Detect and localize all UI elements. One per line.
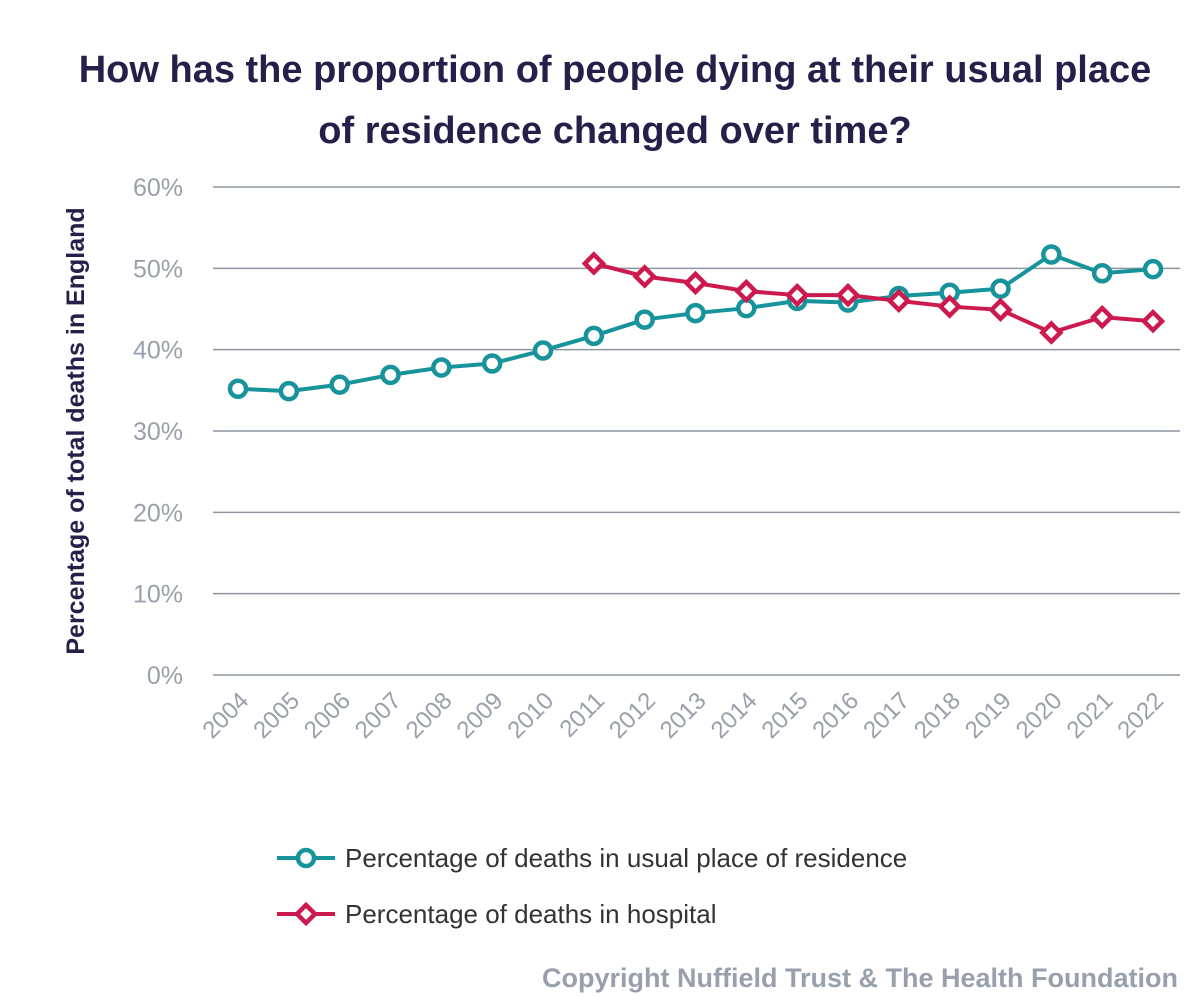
x-tick-label: 2019	[960, 687, 1017, 744]
circle-marker-icon	[277, 847, 335, 869]
y-axis-ticks: 0% 10% 20% 30% 40% 50% 60%	[133, 174, 183, 690]
data-point-hospital-2011[interactable]	[581, 251, 607, 276]
data-point-residence-2022[interactable]	[1142, 258, 1164, 280]
x-tick-label: 2013	[655, 687, 712, 744]
data-point-hospital-2019[interactable]	[988, 297, 1013, 322]
legend-item-residence[interactable]: Percentage of deaths in usual place of r…	[275, 830, 907, 886]
diamond-marker-icon	[277, 901, 335, 927]
y-tick-label: 0%	[147, 662, 183, 690]
data-point-residence-2009[interactable]	[481, 353, 503, 374]
x-tick-label: 2009	[452, 687, 509, 744]
data-point-hospital-2012[interactable]	[632, 264, 657, 289]
x-tick-label: 2017	[858, 687, 915, 744]
x-tick-label: 2016	[807, 687, 864, 744]
x-tick-label: 2021	[1062, 687, 1119, 744]
legend-label-residence: Percentage of deaths in usual place of r…	[345, 842, 908, 873]
legend-label-hospital: Percentage of deaths in hospital	[345, 898, 717, 929]
y-tick-label: 30%	[133, 418, 183, 446]
data-point-hospital-2021[interactable]	[1089, 304, 1115, 330]
x-tick-label: 2018	[909, 687, 966, 744]
x-tick-label: 2007	[350, 687, 407, 744]
data-point-residence-2004[interactable]	[227, 378, 249, 399]
legend: Percentage of deaths in usual place of r…	[275, 830, 907, 942]
data-point-hospital-2022[interactable]	[1140, 309, 1166, 334]
chart-title-line-1: How has the proportion of people dying a…	[78, 49, 1152, 91]
chart-title-line-2: of residence changed over time?	[318, 110, 912, 152]
x-tick-label: 2014	[706, 687, 763, 744]
data-point-hospital-2014[interactable]	[734, 278, 759, 304]
chart-title: How has the proportion of people dying a…	[0, 40, 1200, 162]
x-tick-label: 2010	[502, 687, 559, 744]
copyright-notice: Copyright Nuffield Trust & The Health Fo…	[542, 963, 1178, 993]
gridlines	[213, 186, 1180, 676]
data-point-residence-2019[interactable]	[990, 278, 1011, 299]
data-point-hospital-2018[interactable]	[937, 294, 962, 319]
data-point-residence-2012[interactable]	[634, 309, 655, 330]
legend-item-hospital[interactable]: Percentage of deaths in hospital	[275, 886, 907, 942]
data-point-residence-2007[interactable]	[380, 364, 401, 386]
data-point-residence-2008[interactable]	[431, 357, 452, 378]
series-line-1	[593, 261, 1154, 335]
data-point-residence-2005[interactable]	[278, 380, 300, 402]
x-axis-ticks: 2004200520062007200820092010201120122013…	[197, 687, 1169, 744]
x-tick-label: 2015	[757, 687, 814, 744]
data-point-residence-2011[interactable]	[583, 325, 605, 347]
x-tick-label: 2020	[1011, 687, 1068, 744]
series-markers	[227, 244, 1166, 402]
x-tick-label: 2008	[401, 687, 458, 744]
y-tick-label: 40%	[133, 337, 183, 365]
data-point-hospital-2016[interactable]	[835, 282, 861, 308]
x-tick-label: 2011	[554, 687, 610, 743]
x-tick-label: 2006	[299, 687, 356, 744]
data-point-residence-2006[interactable]	[329, 374, 350, 395]
data-point-residence-2010[interactable]	[532, 340, 554, 361]
data-point-hospital-2020[interactable]	[1039, 320, 1064, 345]
y-tick-label: 20%	[133, 499, 183, 527]
x-tick-label: 2022	[1112, 687, 1169, 744]
line-chart: 0%10%20%30%40%50%60% 2004200520062007200…	[62, 174, 1180, 744]
x-tick-label: 2012	[604, 687, 661, 744]
y-tick-label: 50%	[133, 255, 183, 283]
x-tick-label: 2005	[248, 687, 305, 744]
data-point-hospital-2013[interactable]	[683, 270, 708, 296]
y-tick-label: 60%	[133, 174, 183, 202]
data-point-residence-2021[interactable]	[1091, 262, 1113, 284]
y-tick-label: 10%	[133, 581, 183, 609]
x-tick-label: 2004	[197, 687, 254, 744]
y-axis-label: Percentage of total deaths in England	[62, 207, 90, 654]
data-point-hospital-2017[interactable]	[886, 288, 912, 314]
data-point-residence-2020[interactable]	[1041, 244, 1062, 265]
data-point-hospital-2015[interactable]	[784, 282, 810, 308]
data-point-residence-2013[interactable]	[685, 302, 706, 324]
